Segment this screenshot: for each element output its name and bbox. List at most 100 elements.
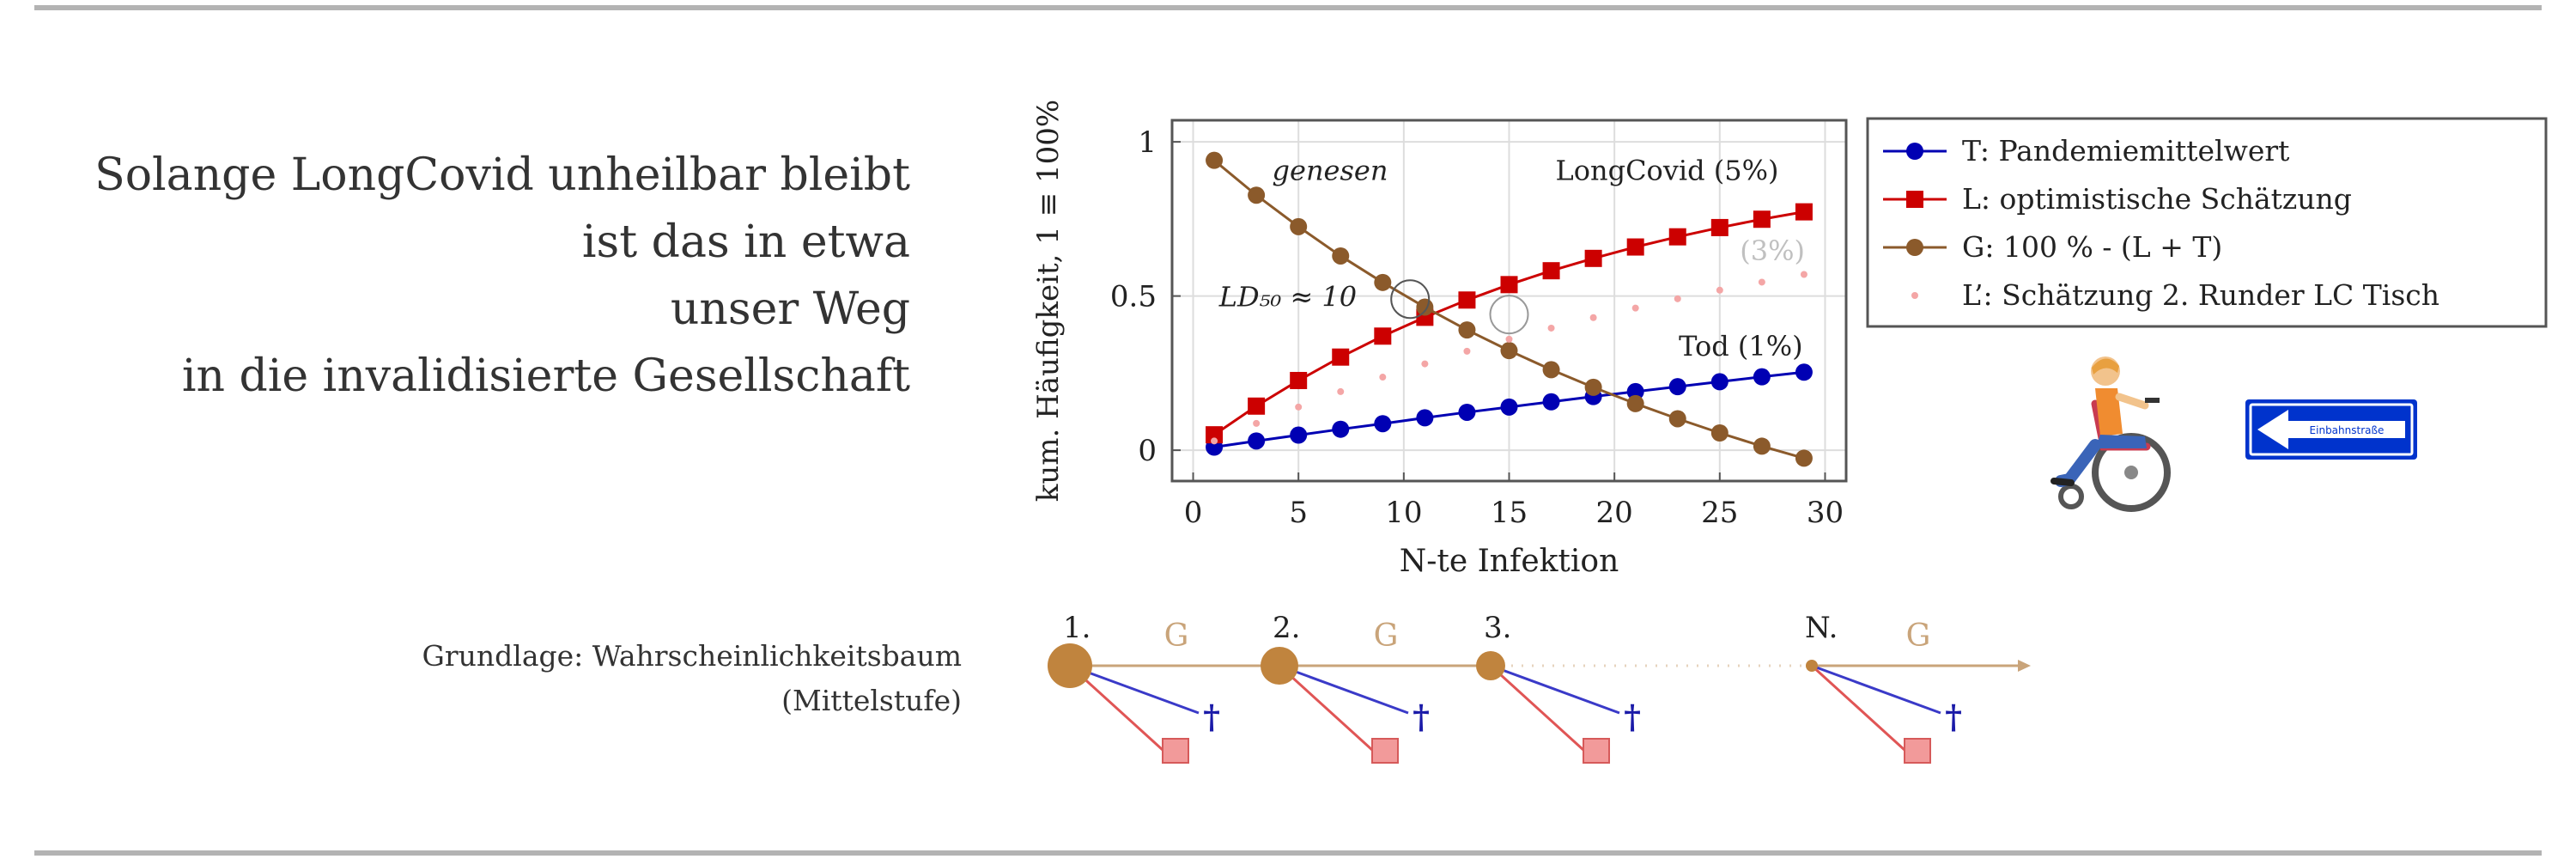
series-point-L: [1668, 228, 1686, 246]
tree-arrow-head: [2018, 660, 2031, 672]
death-cross-icon: †: [1945, 698, 1962, 736]
series-point-L: [1542, 262, 1560, 280]
headline-line-1: Solange LongCovid unheilbar bleibt: [94, 149, 910, 201]
tree-branch-label: G: [1374, 618, 1399, 654]
series-point-L: [1584, 249, 1602, 267]
series-point-L: [1710, 218, 1728, 236]
legend-label-0: T: Pandemiemittelwert: [1962, 134, 2289, 168]
x-tick-label: 0: [1184, 496, 1203, 530]
tree-stage-label: 1.: [1063, 611, 1091, 645]
tree-node: [1261, 647, 1298, 685]
series-point-L: [1626, 238, 1644, 256]
series-point-Lprime: [1463, 347, 1471, 355]
annotation-3: LD₅₀ ≈ 10: [1218, 281, 1357, 314]
series-point-Lprime: [1547, 324, 1555, 332]
y-axis-label: kum. Häufigkeit, 1 ≡ 100%: [1031, 100, 1066, 502]
series-point-G: [1374, 273, 1392, 291]
series-point-Lprime: [1379, 374, 1387, 381]
series-point-L: [1248, 397, 1266, 415]
series-point-Lprime: [1758, 278, 1765, 286]
x-tick-label: 10: [1385, 496, 1422, 530]
series-point-T: [1753, 368, 1771, 386]
basis-line-1: Grundlage: Wahrscheinlichkeitsbaum: [422, 639, 962, 673]
basis-line-2: (Mittelstufe): [781, 684, 962, 717]
series-point-T: [1290, 426, 1308, 444]
annotation-0: genesen: [1273, 154, 1388, 186]
series-point-G: [1290, 217, 1308, 235]
tree-stage-label: 2.: [1273, 611, 1300, 645]
series-point-G: [1542, 361, 1560, 379]
series-point-Lprime: [1674, 295, 1681, 302]
series-point-T: [1332, 420, 1350, 438]
wheelchair-person-icon: [2050, 356, 2171, 512]
series-point-L: [1290, 371, 1308, 389]
series-point-Lprime: [1589, 314, 1597, 321]
series-point-G: [1500, 342, 1518, 360]
headline-line-2: ist das in etwa: [581, 216, 910, 268]
series-point-L: [1206, 426, 1224, 444]
series-point-T: [1795, 363, 1813, 381]
tree-node: [1476, 651, 1505, 680]
x-tick-label: 25: [1701, 496, 1738, 530]
one-way-sign-icon: Einbahnstraße: [2245, 399, 2417, 460]
series-point-T: [1668, 378, 1686, 396]
death-cross-icon: †: [1203, 698, 1220, 736]
plot-frame: [1170, 119, 1848, 483]
series-point-T: [1500, 398, 1518, 416]
legend-box: [1866, 117, 2548, 328]
death-cross-icon: †: [1624, 698, 1641, 736]
crossing-circle-lprime: [1489, 295, 1529, 335]
series-point-L: [1458, 291, 1476, 309]
series-point-Lprime: [1716, 286, 1723, 294]
series-point-L: [1795, 203, 1813, 221]
longcovid-box-icon: [1904, 738, 1931, 764]
series-point-G: [1668, 410, 1686, 428]
x-tick-label: 5: [1289, 496, 1308, 530]
series-point-G: [1458, 321, 1476, 339]
annotation-1: LongCovid (5%): [1555, 154, 1778, 186]
series-point-T: [1374, 415, 1392, 433]
top-rule: [34, 5, 2542, 10]
legend-label-2: G: 100 % - (L + T): [1962, 230, 2222, 264]
series-point-Lprime: [1253, 419, 1261, 427]
legend-marker-0: [1906, 143, 1923, 160]
longcovid-box-icon: [1162, 738, 1189, 764]
series-point-Lprime: [1800, 271, 1807, 278]
series-point-G: [1795, 449, 1813, 467]
x-tick-label: 30: [1807, 496, 1844, 530]
series-point-Lprime: [1421, 360, 1429, 368]
series-point-G: [1584, 378, 1602, 396]
x-tick-label: 15: [1491, 496, 1528, 530]
y-tick-label: 0: [1138, 434, 1157, 468]
series-point-Lprime: [1505, 335, 1513, 343]
series-point-T: [1458, 403, 1476, 421]
series-point-L: [1753, 210, 1771, 228]
series-point-Lprime: [1631, 304, 1639, 312]
legend-marker-1: [1906, 191, 1923, 208]
y-tick-label: 1: [1138, 125, 1157, 160]
tree-stage-label: N.: [1805, 611, 1838, 645]
series-point-G: [1753, 437, 1771, 455]
annotation-4: Tod (1%): [1679, 330, 1803, 362]
series-point-T: [1542, 393, 1560, 411]
bottom-rule: [34, 850, 2542, 856]
series-point-G: [1710, 424, 1728, 442]
tree-branch-longcovid: [1278, 664, 1374, 752]
tree-branch-longcovid: [1810, 664, 1906, 752]
x-tick-label: 20: [1596, 496, 1633, 530]
tree-node: [1806, 660, 1818, 672]
longcovid-box-icon: [1371, 738, 1399, 764]
headline: Solange LongCovid unheilbar bleibt ist d…: [52, 142, 910, 410]
tree-branch-longcovid: [1489, 664, 1585, 752]
series-point-T: [1626, 382, 1644, 400]
tree-node: [1048, 643, 1092, 688]
tree-branch-death: [1490, 664, 1620, 715]
tree-branch-death: [1069, 664, 1200, 715]
series-point-T: [1416, 409, 1434, 427]
series-point-Lprime: [1337, 387, 1345, 395]
basis-caption: Grundlage: Wahrscheinlichkeitsbaum (Mitt…: [292, 634, 962, 723]
y-tick-label: 0.5: [1110, 280, 1157, 314]
series-point-L: [1374, 327, 1392, 345]
legend-marker-2: [1906, 239, 1923, 256]
